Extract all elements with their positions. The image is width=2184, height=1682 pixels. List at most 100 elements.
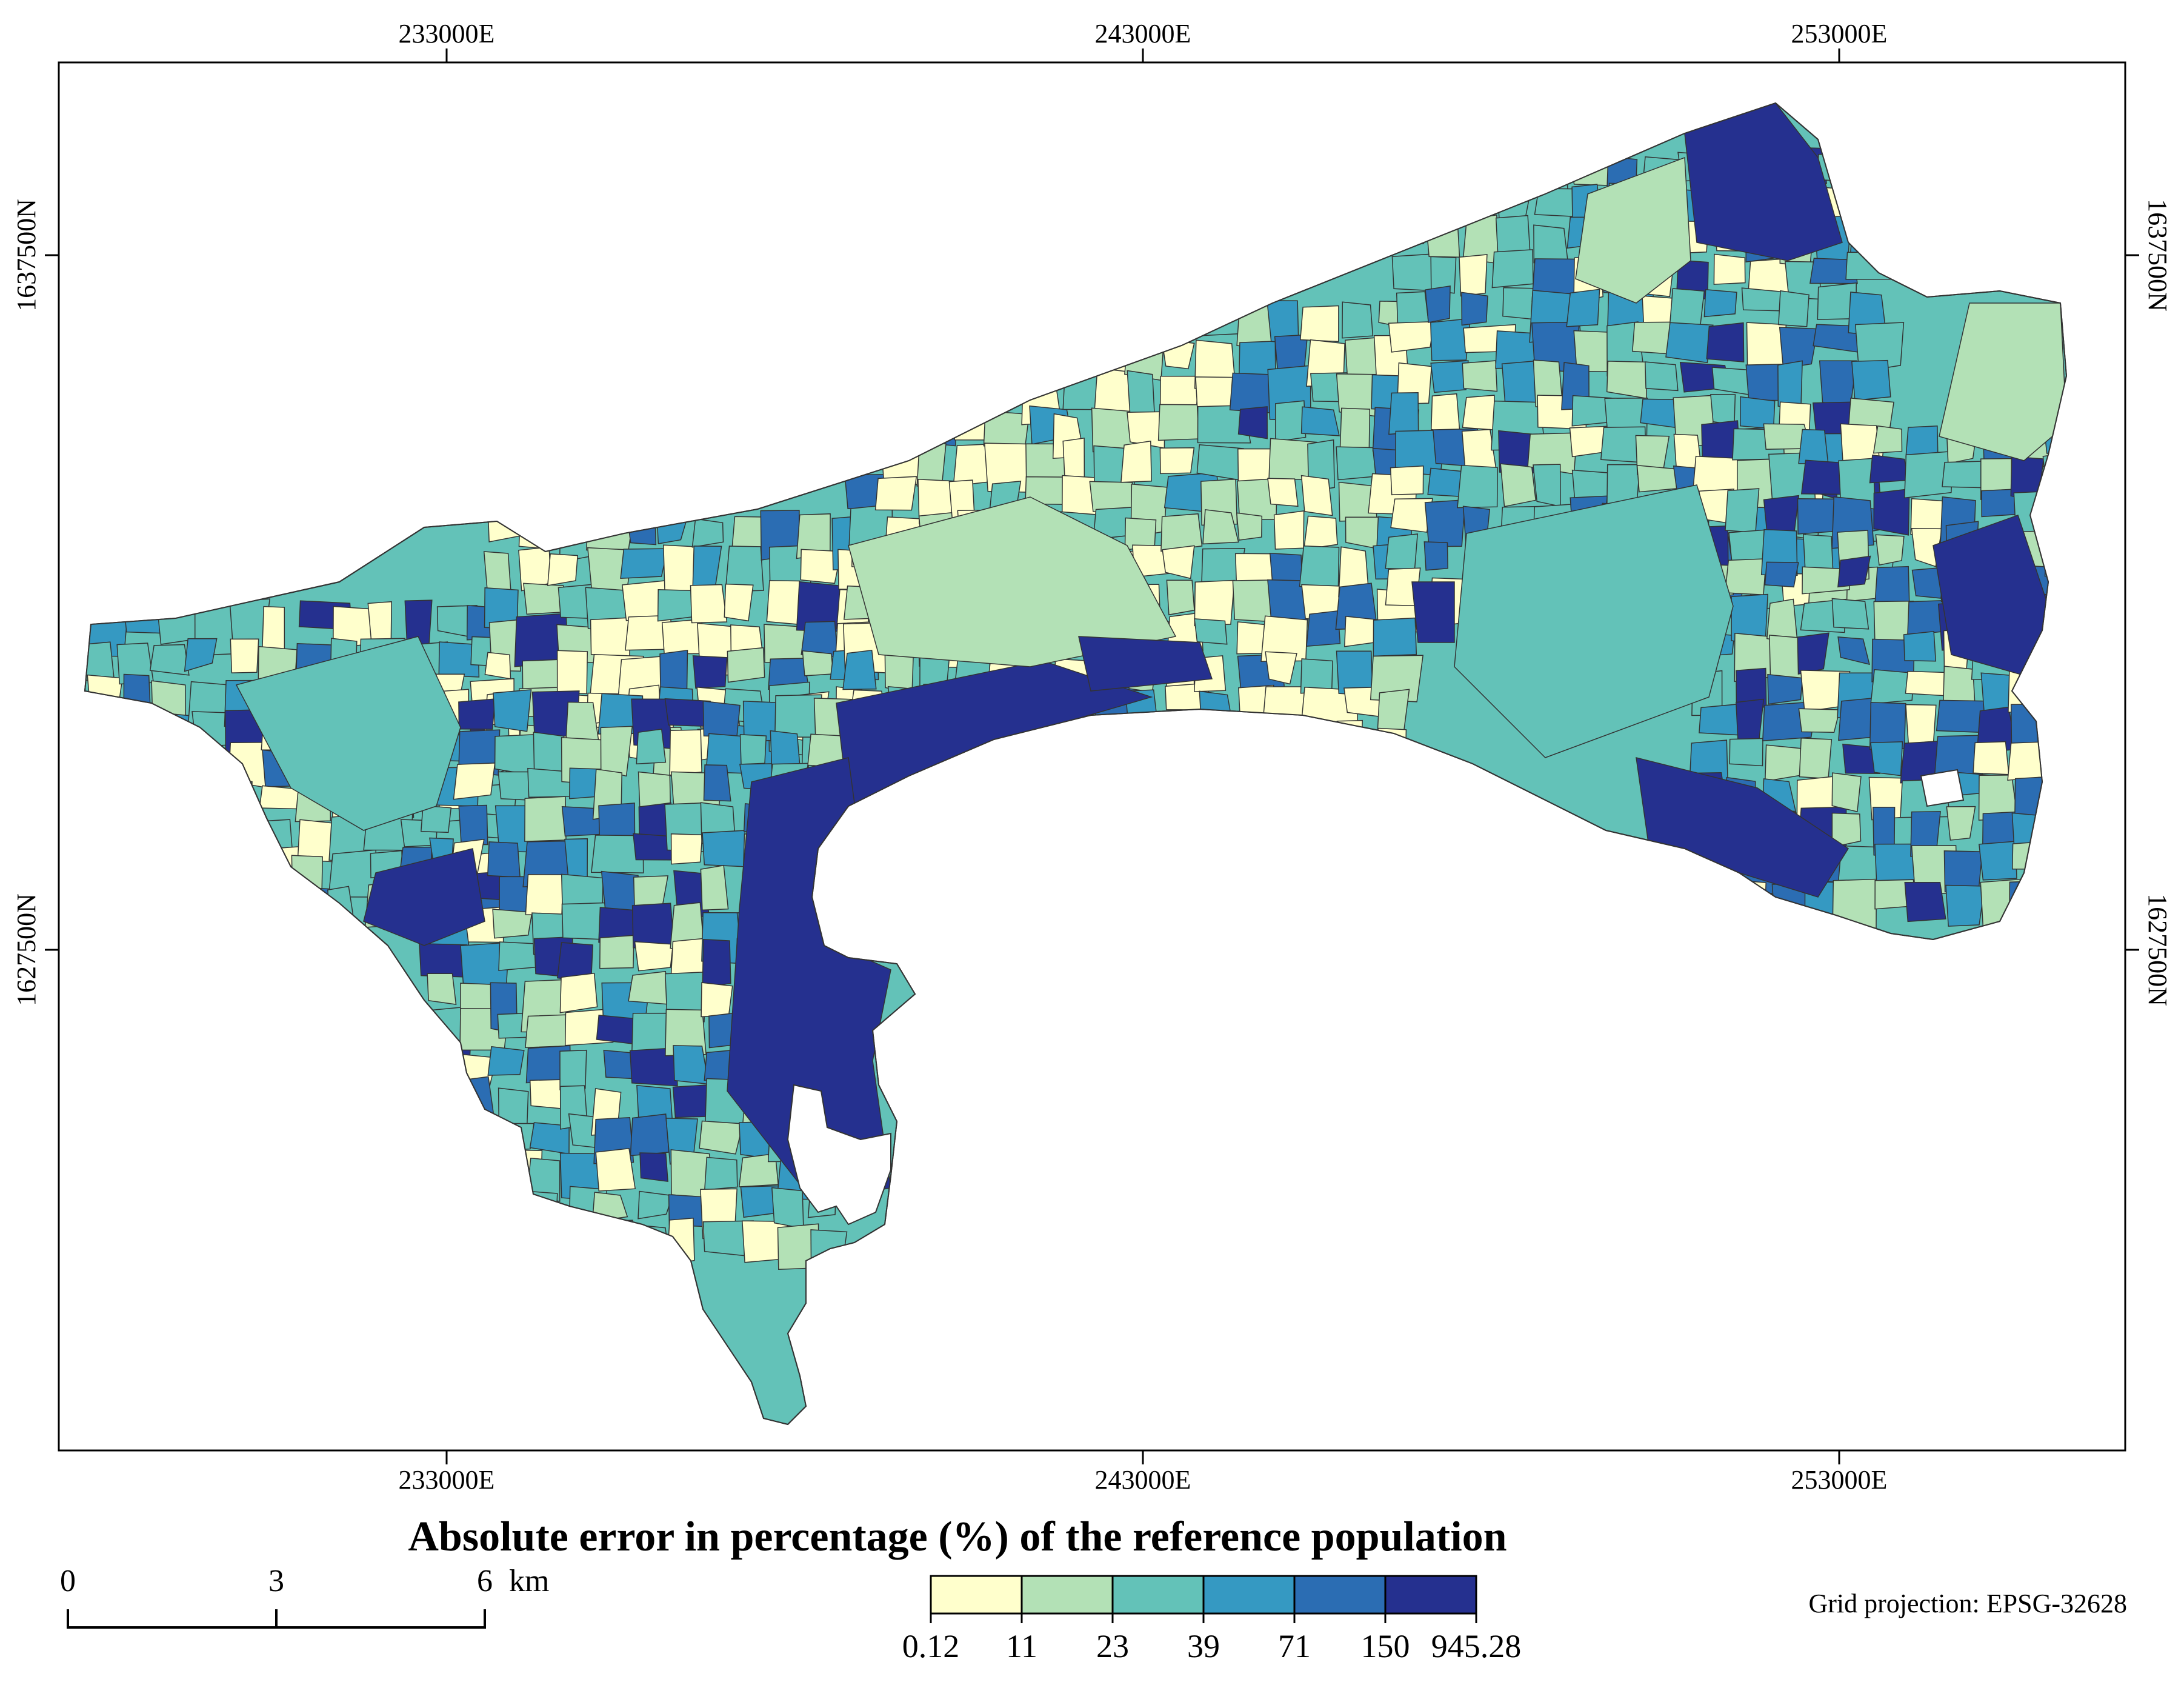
district-cell bbox=[1873, 425, 1903, 454]
district-cell bbox=[262, 606, 285, 652]
district-cell bbox=[1870, 741, 1903, 776]
frame-ticks bbox=[45, 48, 2139, 1464]
district-cell bbox=[633, 875, 669, 909]
district-cell bbox=[547, 553, 579, 586]
district-cell bbox=[1703, 289, 1737, 318]
district-cell bbox=[739, 734, 767, 765]
district-cell bbox=[1566, 289, 1600, 327]
district-cell bbox=[1425, 285, 1451, 323]
district-cell bbox=[766, 580, 801, 625]
district-cell bbox=[1430, 360, 1469, 393]
district-cell bbox=[1710, 394, 1736, 426]
district-cell bbox=[1684, 103, 1843, 261]
district-cell bbox=[453, 763, 496, 800]
district-cell bbox=[533, 732, 565, 772]
district-cell bbox=[725, 546, 764, 592]
district-cell bbox=[595, 1147, 636, 1192]
district-cell bbox=[235, 636, 461, 831]
district-cell bbox=[634, 941, 674, 972]
district-cell bbox=[1194, 618, 1228, 645]
district-cell bbox=[1645, 361, 1679, 392]
bottom-tick-label: 233000E bbox=[399, 1465, 495, 1495]
district-cell bbox=[1870, 669, 1914, 704]
district-cell bbox=[184, 638, 218, 672]
district-cell bbox=[1945, 884, 1985, 927]
district-cell bbox=[1500, 463, 1537, 507]
district-cell bbox=[771, 1187, 804, 1229]
district-cell bbox=[1411, 581, 1455, 643]
district-cell bbox=[702, 939, 731, 988]
district-cell bbox=[525, 873, 564, 916]
district-cell bbox=[1904, 881, 1946, 923]
district-cell bbox=[1120, 440, 1152, 483]
scale-label-6: 6 bbox=[477, 1564, 493, 1598]
left-tick-label: 1637500N bbox=[12, 199, 41, 312]
district-cell bbox=[620, 548, 668, 579]
district-cell bbox=[1911, 527, 1943, 567]
district-cell bbox=[1831, 598, 1869, 630]
district-cell bbox=[673, 1045, 710, 1085]
district-cell bbox=[1706, 322, 1745, 362]
district-cell bbox=[1388, 392, 1419, 435]
district-cell bbox=[1764, 561, 1799, 588]
district-cell bbox=[1606, 361, 1647, 399]
legend-swatch bbox=[1293, 1575, 1387, 1615]
district-cell bbox=[665, 1009, 707, 1056]
district-cell bbox=[669, 729, 702, 776]
district-cell bbox=[1303, 515, 1338, 550]
district-cell bbox=[487, 1046, 525, 1076]
district-cell bbox=[1765, 744, 1803, 782]
district-cell bbox=[702, 700, 741, 738]
district-cell bbox=[1911, 567, 1946, 599]
district-cell bbox=[628, 970, 671, 1005]
district-cell bbox=[1946, 806, 1976, 841]
district-cell bbox=[701, 982, 733, 1018]
district-cell bbox=[1713, 253, 1746, 285]
district-cell bbox=[639, 1152, 668, 1183]
legend-title: Absolute error in percentage (%) of the … bbox=[408, 1513, 1506, 1560]
legend-break-label: 945.28 bbox=[1431, 1628, 1522, 1664]
district-cell bbox=[599, 935, 634, 969]
district-cell bbox=[1430, 318, 1471, 361]
district-cell bbox=[631, 903, 675, 949]
district-cell bbox=[1809, 258, 1858, 284]
district-cell bbox=[842, 649, 877, 690]
district-cell bbox=[1430, 256, 1457, 294]
district-cell bbox=[230, 638, 259, 673]
district-cell bbox=[1851, 359, 1891, 401]
legend-color-bar bbox=[930, 1575, 1477, 1615]
district-cell bbox=[874, 476, 917, 511]
district-cell bbox=[458, 804, 488, 846]
scale-label-3: 3 bbox=[268, 1564, 284, 1598]
district-cell bbox=[493, 689, 532, 732]
district-cell bbox=[636, 729, 667, 765]
legend-swatch bbox=[930, 1575, 1023, 1615]
district-cell bbox=[703, 764, 731, 802]
district-cell bbox=[1502, 287, 1536, 320]
district-cell bbox=[1194, 579, 1235, 627]
district-cell bbox=[1273, 510, 1305, 550]
district-cell bbox=[559, 972, 598, 1013]
district-cell bbox=[1779, 327, 1819, 369]
district-cell bbox=[1797, 632, 1829, 675]
district-cell bbox=[1300, 475, 1333, 516]
district-cell bbox=[1575, 156, 1691, 304]
district-cell bbox=[1423, 541, 1448, 571]
district-cell bbox=[699, 1120, 744, 1155]
legend-break-label: 11 bbox=[1006, 1628, 1037, 1664]
district-cell bbox=[692, 655, 728, 689]
projection-label: Grid projection: EPSG-32628 bbox=[1808, 1589, 2127, 1618]
district-cell bbox=[487, 841, 521, 878]
district-cell bbox=[727, 647, 765, 683]
district-cell bbox=[1725, 488, 1760, 533]
district-cell bbox=[1741, 287, 1786, 312]
legend-break-label: 39 bbox=[1187, 1628, 1220, 1664]
top-tick-label: 253000E bbox=[1791, 19, 1888, 48]
district-cell bbox=[724, 583, 754, 622]
legend-break-label: 23 bbox=[1096, 1628, 1129, 1664]
district-cell bbox=[1936, 699, 1986, 733]
district-cell bbox=[1799, 738, 1833, 779]
district-cell bbox=[1533, 224, 1569, 265]
district-cell bbox=[591, 835, 644, 873]
